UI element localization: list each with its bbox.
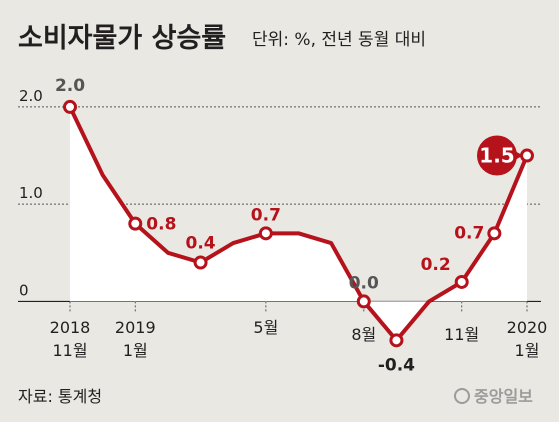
logo: 중앙일보 <box>454 387 533 406</box>
data-label: 0.4 <box>186 234 216 254</box>
x-tick-label: 2020 <box>507 318 548 337</box>
area-fill <box>70 106 527 341</box>
data-point <box>454 274 469 289</box>
x-tick-label: 1월 <box>515 341 540 360</box>
data-point <box>356 294 371 309</box>
logo-text: 중앙일보 <box>474 387 533 406</box>
x-tick-label: 11월 <box>444 325 479 344</box>
x-axis-labels: 2018 11월 2019 1월 5월 8월 11월 2020 1월 <box>50 318 548 360</box>
data-point <box>487 226 502 241</box>
data-label: 0.2 <box>421 255 451 275</box>
y-tick-label: 0 <box>19 281 29 299</box>
series-line <box>68 104 529 343</box>
x-tick-label: 11월 <box>52 341 87 360</box>
data-label: -0.4 <box>378 355 415 375</box>
source-note: 자료: 통계청 <box>18 387 102 406</box>
data-label: 0.7 <box>251 205 281 225</box>
x-tick-label: 1월 <box>123 341 148 360</box>
logo-icon <box>454 388 470 404</box>
x-tick-label: 5월 <box>253 318 278 337</box>
highlight-badge <box>477 135 517 176</box>
data-point <box>63 99 77 114</box>
data-label: 0.8 <box>146 215 176 235</box>
data-point <box>258 226 273 241</box>
y-tick-label: 2.0 <box>19 87 43 105</box>
series-line-path <box>68 104 529 343</box>
data-label: 0.0 <box>349 273 379 293</box>
data-point <box>389 333 404 348</box>
x-tick-label: 2018 <box>50 318 91 337</box>
data-point <box>520 148 534 163</box>
chart-unit: 단위: %, 전년 동월 대비 <box>252 30 426 50</box>
x-tick-label: 8월 <box>351 325 376 344</box>
data-label: 1.5 <box>479 144 514 168</box>
data-point <box>193 255 208 270</box>
data-label: 0.7 <box>454 223 484 243</box>
y-tick-label: 1.0 <box>19 184 43 202</box>
x-tick-label: 2019 <box>115 318 156 337</box>
area-under-line <box>70 106 527 341</box>
data-point <box>128 216 143 231</box>
data-label: 2.0 <box>55 76 85 96</box>
data-markers <box>63 99 534 348</box>
data-labels: 2.00.80.40.70.0-0.40.20.71.5 <box>55 76 523 375</box>
chart-title: 소비자물가 상승률 <box>18 23 226 54</box>
